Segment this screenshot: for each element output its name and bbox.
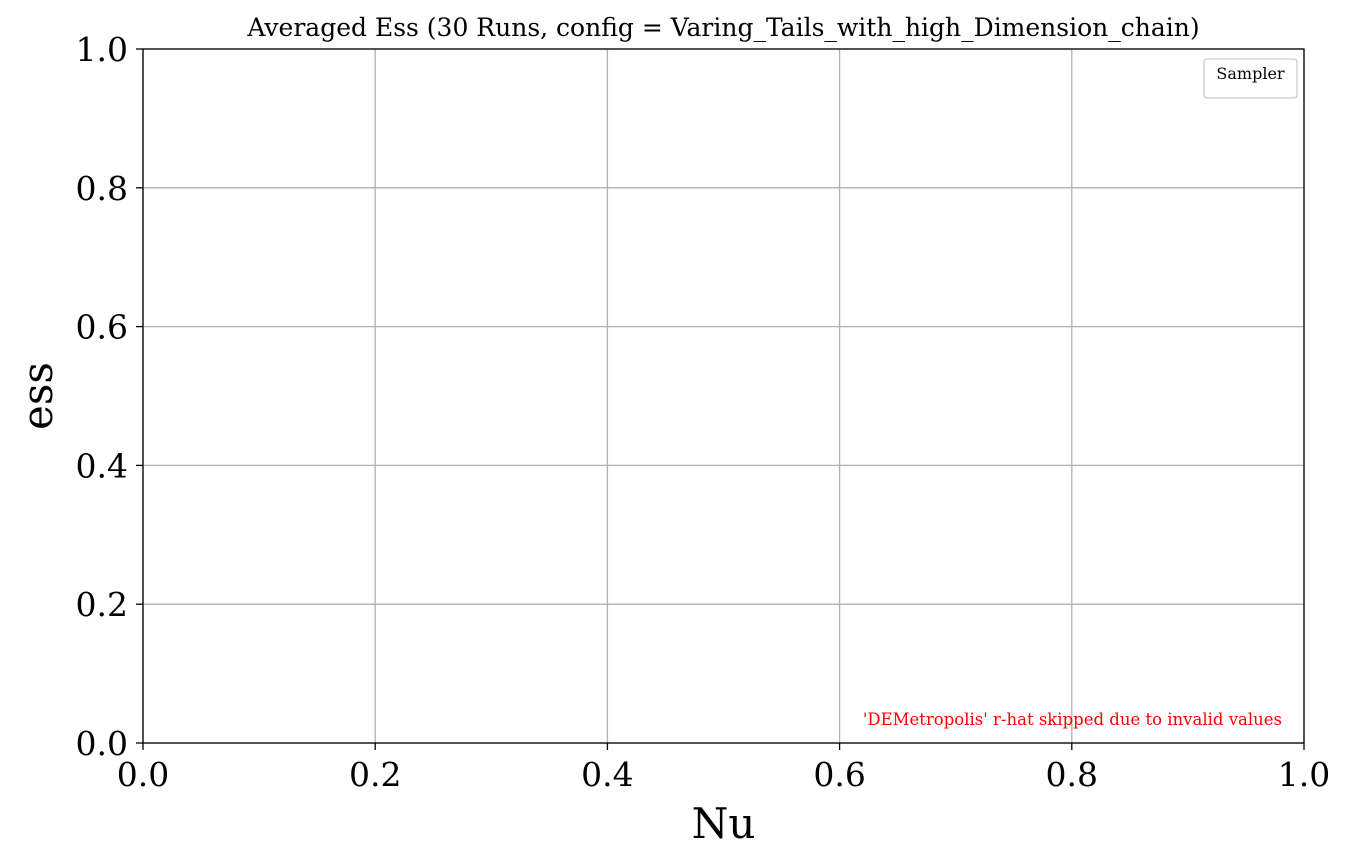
y-tick-label: 0.6 (76, 308, 128, 347)
plot-area-frame (142, 48, 1305, 744)
legend-title: Sampler (1216, 64, 1285, 83)
x-tick-label: 0.8 (1046, 755, 1098, 794)
x-tick-label: 0.2 (349, 755, 401, 794)
legend: Sampler (1203, 58, 1298, 99)
legend-box (1203, 58, 1298, 99)
axis-ticks: 0.0 0.2 0.4 0.6 0.8 1.0 0.0 0.2 0.4 0.6 0.8 1.0 (76, 30, 1331, 794)
y-tick-label: 1.0 (76, 30, 128, 69)
y-tick-label: 0.0 (76, 724, 128, 763)
y-axis-label: ess (13, 362, 62, 430)
x-axis-label: Nu (692, 799, 756, 848)
y-tick-label: 0.8 (76, 169, 128, 208)
y-tick-label: 0.4 (76, 446, 128, 485)
y-tick-label: 0.2 (76, 585, 128, 624)
x-tick-label: 1.0 (1278, 755, 1330, 794)
x-tick-label: 0.0 (117, 755, 169, 794)
x-tick-label: 0.6 (813, 755, 865, 794)
annotation-text: 'DEMetropolis' r-hat skipped due to inva… (863, 710, 1282, 729)
chart-title: Averaged Ess (30 Runs, config = Varing_T… (246, 13, 1199, 42)
x-tick-label: 0.4 (581, 755, 633, 794)
